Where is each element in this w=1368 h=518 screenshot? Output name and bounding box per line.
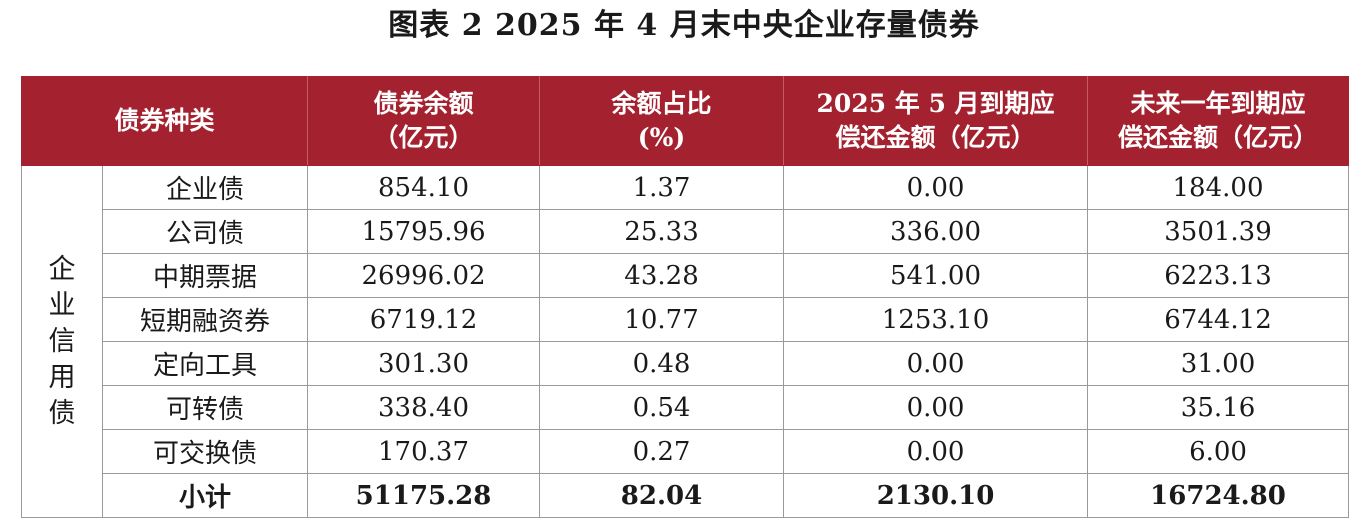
group-label-cell: 企 业 信 用 债 <box>21 165 103 518</box>
row-may-due: 1253.10 <box>783 297 1089 342</box>
row-name: 公司债 <box>101 209 309 254</box>
row-share: 25.33 <box>539 209 785 254</box>
row-name: 企业债 <box>101 165 309 210</box>
row-name: 可转债 <box>101 385 309 430</box>
row-year-due: 6.00 <box>1087 429 1350 474</box>
header-share-line1: 余额占比 <box>611 89 712 118</box>
row-may-due: 0.00 <box>783 385 1089 430</box>
group-label-char: 业 <box>48 289 76 321</box>
row-name: 可交换债 <box>101 429 309 474</box>
row-balance: 338.40 <box>307 385 541 430</box>
table-row: 中期票据 26996.02 43.28 541.00 6223.13 <box>22 253 1350 298</box>
group-label-char: 信 <box>48 325 76 357</box>
row-year-due: 6744.12 <box>1087 297 1350 342</box>
total-may-due: 2130.10 <box>783 473 1089 518</box>
total-row: 小计 51175.28 82.04 2130.10 16724.80 <box>22 473 1350 518</box>
header-year-due: 未来一年到期应 偿还金额（亿元） <box>1087 76 1350 166</box>
row-year-due: 31.00 <box>1087 341 1350 386</box>
group-label-char: 企 <box>48 253 76 285</box>
row-balance: 854.10 <box>307 165 541 210</box>
row-name: 短期融资券 <box>101 297 309 342</box>
row-may-due: 0.00 <box>783 341 1089 386</box>
group-label-char: 债 <box>48 397 76 429</box>
header-may-due-line1: 2025 年 5 月到期应 <box>816 89 1055 118</box>
bond-table: 债券种类 债券余额 （亿元） 余额占比 (%) 2025 年 5 月到期应 偿还… <box>20 76 1350 518</box>
header-year-due-line1: 未来一年到期应 <box>1130 89 1306 118</box>
table-title: 图表 2 2025 年 4 月末中央企业存量债券 <box>388 8 980 43</box>
row-may-due: 0.00 <box>783 429 1089 474</box>
total-balance: 51175.28 <box>307 473 541 518</box>
row-year-due: 35.16 <box>1087 385 1350 430</box>
row-balance: 15795.96 <box>307 209 541 254</box>
row-year-due: 184.00 <box>1087 165 1350 210</box>
header-balance: 债券余额 （亿元） <box>307 76 541 166</box>
row-year-due: 6223.13 <box>1087 253 1350 298</box>
table-row: 公司债 15795.96 25.33 336.00 3501.39 <box>22 209 1350 254</box>
row-balance: 170.37 <box>307 429 541 474</box>
group-label: 企 业 信 用 债 <box>26 252 98 432</box>
table-row: 可交换债 170.37 0.27 0.00 6.00 <box>22 429 1350 474</box>
header-balance-line2: （亿元） <box>373 123 474 152</box>
table-row: 短期融资券 6719.12 10.77 1253.10 6744.12 <box>22 297 1350 342</box>
header-bond-type-label: 债券种类 <box>114 106 215 135</box>
row-balance: 301.30 <box>307 341 541 386</box>
row-share: 0.54 <box>539 385 785 430</box>
row-may-due: 541.00 <box>783 253 1089 298</box>
table-row: 企 业 信 用 债 企业债 854.10 1.37 0.00 184.00 <box>21 165 1350 518</box>
total-name: 小计 <box>101 473 309 518</box>
total-year-due: 16724.80 <box>1087 473 1350 518</box>
header-may-due: 2025 年 5 月到期应 偿还金额（亿元） <box>783 76 1089 166</box>
row-share: 10.77 <box>539 297 785 342</box>
table-row: 定向工具 301.30 0.48 0.00 31.00 <box>22 341 1350 386</box>
table-row: 可转债 338.40 0.54 0.00 35.16 <box>22 385 1350 430</box>
header-year-due-line2: 偿还金额（亿元） <box>1118 123 1319 152</box>
row-balance: 6719.12 <box>307 297 541 342</box>
row-share: 43.28 <box>539 253 785 298</box>
row-share: 0.48 <box>539 341 785 386</box>
row-year-due: 3501.39 <box>1087 209 1350 254</box>
row-name: 定向工具 <box>101 341 309 386</box>
group-label-char: 用 <box>48 361 76 393</box>
row-balance: 26996.02 <box>307 253 541 298</box>
row-share: 1.37 <box>539 165 785 210</box>
header-may-due-line2: 偿还金额（亿元） <box>835 123 1036 152</box>
row-may-due: 0.00 <box>783 165 1089 210</box>
header-share-line2: (%) <box>637 123 686 152</box>
header-row: 债券种类 债券余额 （亿元） 余额占比 (%) 2025 年 5 月到期应 偿还… <box>20 76 1350 166</box>
header-balance-line1: 债券余额 <box>373 89 474 118</box>
header-bond-type: 债券种类 <box>20 76 309 166</box>
total-share: 82.04 <box>539 473 785 518</box>
row-share: 0.27 <box>539 429 785 474</box>
row-name: 中期票据 <box>101 253 309 298</box>
header-share: 余额占比 (%) <box>539 76 785 166</box>
row-may-due: 336.00 <box>783 209 1089 254</box>
